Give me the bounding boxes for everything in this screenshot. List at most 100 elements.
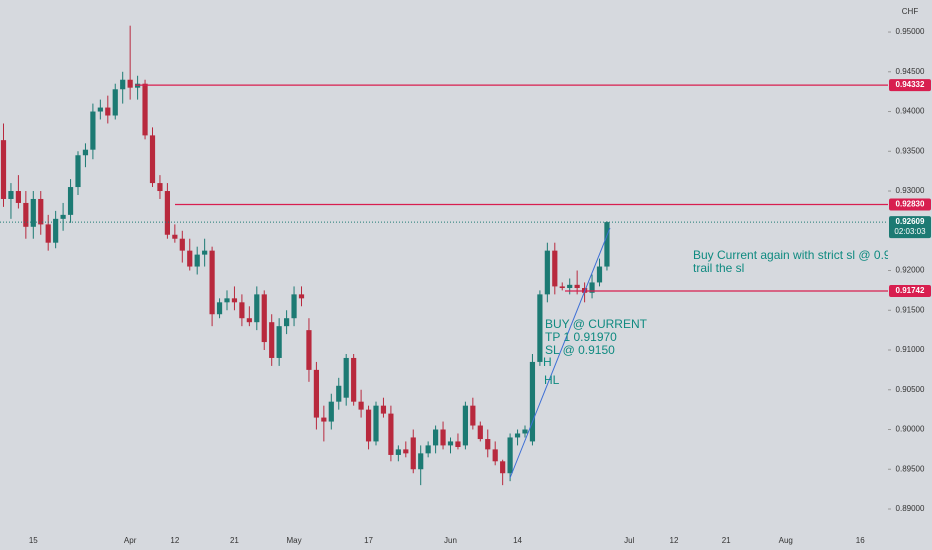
x-tick-label: May [286,536,301,545]
candle-body [537,294,543,362]
y-tick-label: 0.93500 [896,146,925,155]
y-tick-label: 0.90500 [896,385,925,394]
candle-body [164,191,170,235]
x-tick-label: Jun [444,536,457,545]
candle-body [552,250,558,287]
candle-body [8,191,14,199]
candle-body [284,318,290,327]
x-tick-label: Aug [779,536,793,545]
candle-body [239,302,245,319]
x-tick-label: 21 [722,536,731,545]
y-tick-label: 0.94500 [896,67,925,76]
candle-body [231,298,238,303]
current-price-tag [889,216,931,239]
candle-body [365,409,372,442]
candle-body [112,89,118,116]
candle-body [395,449,401,455]
y-tick-label: 0.89500 [896,464,925,473]
candle-body [90,111,96,150]
countdown-label: 02:03:03 [894,227,926,236]
x-tick-label: Jul [624,536,634,545]
candle-body [298,294,305,299]
trend-line [509,227,611,479]
candle-body [254,294,260,323]
candle-body [477,425,483,440]
y-tick-label: 0.93000 [896,186,925,195]
candle-body [425,445,431,454]
candle-body [470,405,476,426]
annotation: H [543,355,552,369]
y-tick-label: 0.91500 [896,305,925,314]
candle-body [559,286,565,289]
level-tag [889,79,931,92]
candle-body [574,284,580,289]
candle-body [567,284,573,289]
candle-body [179,238,185,251]
candle-body [544,250,550,295]
candle-body [306,330,312,370]
candle-body [60,214,66,219]
candle-body [373,405,379,442]
current-price-label: 0.92609 [896,217,925,226]
candle-body [507,437,513,474]
candle-body [15,191,21,203]
annotation: BUY @ CURRENT [545,317,648,331]
candle-body [30,198,36,227]
x-tick-label: 14 [513,536,522,545]
candle-body [328,401,334,422]
candle-body [194,254,200,267]
candle-body [209,250,215,315]
candle-body [276,326,282,358]
candle-body [447,441,454,446]
candle-body [321,417,327,422]
candle-body [67,187,74,215]
candle-body [380,405,387,414]
level-tag [889,198,931,211]
y-tick-label: 0.94000 [896,107,925,116]
candle-body [202,250,208,255]
y-tick-label: 0.89000 [896,504,925,513]
candle-body [343,357,349,398]
x-tick-label: 15 [29,536,38,545]
level-tag [889,285,931,298]
level-label: 0.92830 [896,200,925,209]
annotation: trail the sl [693,261,744,275]
level-label: 0.94332 [896,80,925,89]
candle-body [485,439,491,450]
candle-body [0,140,7,199]
candle-body [142,83,148,136]
level-label: 0.91742 [896,286,925,295]
candle-body [418,453,424,470]
candle-body [410,437,416,470]
candle-body [529,361,536,442]
currency-label: CHF [902,7,919,16]
candle-body [149,135,156,184]
candle-body [97,107,103,112]
candle-body [492,449,498,462]
x-tick-label: Apr [124,536,137,545]
x-tick-label: 12 [670,536,679,545]
candle-body [589,282,595,293]
annotation: HL [544,373,560,387]
candle-body [269,322,275,358]
candle-body [120,79,126,90]
candle-body [187,250,193,267]
x-tick-label: 12 [170,536,179,545]
annotation: TP 1 0.91970 [545,330,617,344]
candle-body [157,183,163,192]
candle-body [53,218,59,243]
candle-body [313,369,319,418]
candle-body [45,224,51,243]
y-tick-label: 0.91000 [896,345,925,354]
candle-body [604,222,610,267]
x-tick-label: 16 [856,536,865,545]
candle-body [105,107,111,116]
candle-body [38,198,44,225]
candle-body [455,441,461,447]
candle-body [23,202,29,227]
annotation: Buy Current again with strict sl @ 0.9 [693,248,891,262]
